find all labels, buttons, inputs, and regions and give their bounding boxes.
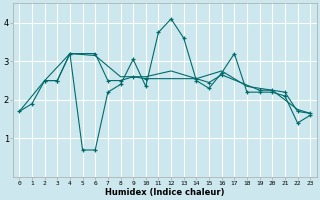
X-axis label: Humidex (Indice chaleur): Humidex (Indice chaleur) xyxy=(105,188,225,197)
